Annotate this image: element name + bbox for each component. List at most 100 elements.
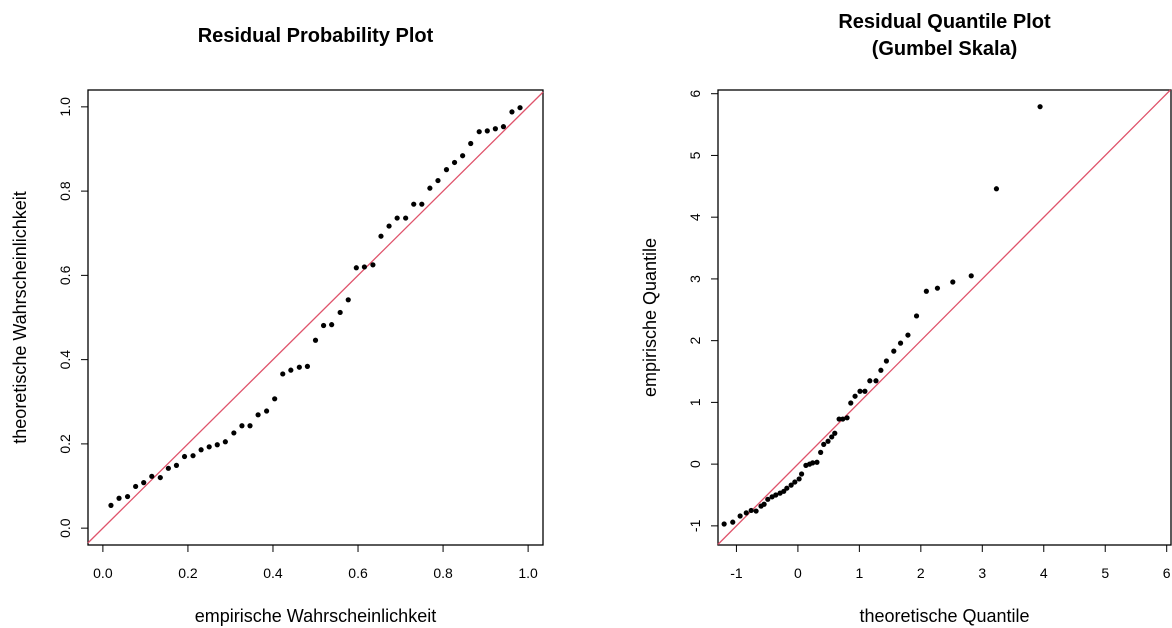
point: [844, 415, 850, 421]
point: [862, 388, 868, 394]
point: [181, 453, 188, 460]
reference-line: [717, 89, 1171, 545]
point: [923, 288, 929, 294]
point: [206, 444, 212, 450]
point: [1037, 104, 1043, 110]
point: [796, 476, 802, 482]
point: [460, 153, 466, 159]
x-tick-label: 0.0: [93, 565, 113, 581]
point: [370, 262, 376, 268]
point: [329, 322, 335, 328]
point: [263, 408, 270, 414]
x-tick-label: 0.4: [263, 565, 283, 581]
point: [840, 416, 846, 422]
y-tick-label: 5: [687, 151, 703, 159]
point: [353, 265, 359, 271]
point: [721, 521, 727, 527]
point: [133, 483, 139, 490]
y-tick-label: 0.6: [57, 265, 73, 285]
x-tick-label: 5: [1101, 565, 1109, 581]
point: [255, 412, 261, 418]
point: [214, 442, 220, 448]
point: [897, 340, 904, 346]
x-tick-label: 2: [917, 565, 925, 581]
y-tick-label: 0.2: [57, 434, 73, 454]
point: [857, 388, 863, 394]
x-axis-label: empirische Wahrscheinlichkeit: [195, 606, 436, 626]
point: [968, 273, 974, 279]
point: [905, 332, 911, 338]
y-tick-label: 0.4: [57, 350, 73, 370]
point: [743, 510, 749, 516]
point: [312, 337, 319, 343]
point: [883, 358, 890, 364]
y-tick-label: 6: [687, 90, 703, 98]
point: [773, 492, 779, 498]
point: [748, 507, 754, 514]
point: [288, 367, 294, 373]
y-tick-label: 0.0: [57, 518, 73, 538]
point: [737, 513, 743, 519]
point: [730, 519, 736, 525]
point: [427, 185, 433, 191]
point: [825, 438, 831, 444]
plot-frame: [717, 89, 1172, 546]
point: [821, 441, 827, 447]
chart-title: Residual Quantile Plot: [838, 11, 1051, 33]
point: [867, 378, 873, 384]
point: [484, 128, 490, 134]
point: [829, 434, 835, 440]
point: [818, 449, 824, 455]
point: [247, 423, 253, 429]
point: [272, 396, 278, 402]
point: [190, 453, 196, 459]
point: [443, 167, 450, 173]
point: [304, 363, 311, 369]
reference-line: [87, 91, 544, 544]
point: [296, 364, 302, 370]
point: [792, 479, 798, 485]
point: [403, 215, 409, 221]
point: [141, 480, 147, 486]
point: [784, 485, 790, 491]
point: [361, 264, 368, 270]
point: [411, 201, 417, 207]
y-tick-label: 0.8: [57, 181, 73, 201]
point: [116, 495, 122, 501]
point: [280, 371, 286, 377]
x-tick-label: 0.2: [178, 565, 198, 581]
plot-frame: [87, 89, 544, 546]
point: [394, 215, 400, 221]
y-tick-label: 4: [687, 213, 703, 221]
point: [239, 423, 245, 429]
x-tick-label: 0.6: [348, 565, 368, 581]
point: [891, 348, 897, 354]
point: [873, 378, 879, 384]
point: [848, 400, 854, 406]
point: [198, 447, 204, 453]
point: [788, 482, 794, 488]
point: [761, 501, 767, 507]
chart-title: Residual Probability Plot: [198, 25, 434, 47]
point: [419, 201, 425, 207]
y-tick-label: 1.0: [57, 97, 73, 117]
y-tick-label: 3: [687, 275, 703, 283]
x-tick-label: 0: [794, 565, 802, 581]
x-tick-label: 4: [1040, 565, 1048, 581]
point: [753, 508, 759, 514]
point: [934, 285, 941, 291]
point: [337, 309, 343, 316]
point: [852, 393, 858, 399]
point: [149, 473, 155, 479]
x-tick-label: 1.0: [518, 565, 538, 581]
point: [451, 159, 458, 166]
x-tick-label: 6: [1163, 565, 1171, 581]
point: [836, 416, 842, 422]
point: [509, 109, 515, 115]
x-tick-label: 1: [855, 565, 863, 581]
point: [173, 462, 180, 468]
point: [810, 460, 816, 466]
point: [386, 223, 392, 229]
y-axis-label: theoretische Wahrscheinlichkeit: [10, 191, 30, 443]
point: [814, 459, 820, 465]
